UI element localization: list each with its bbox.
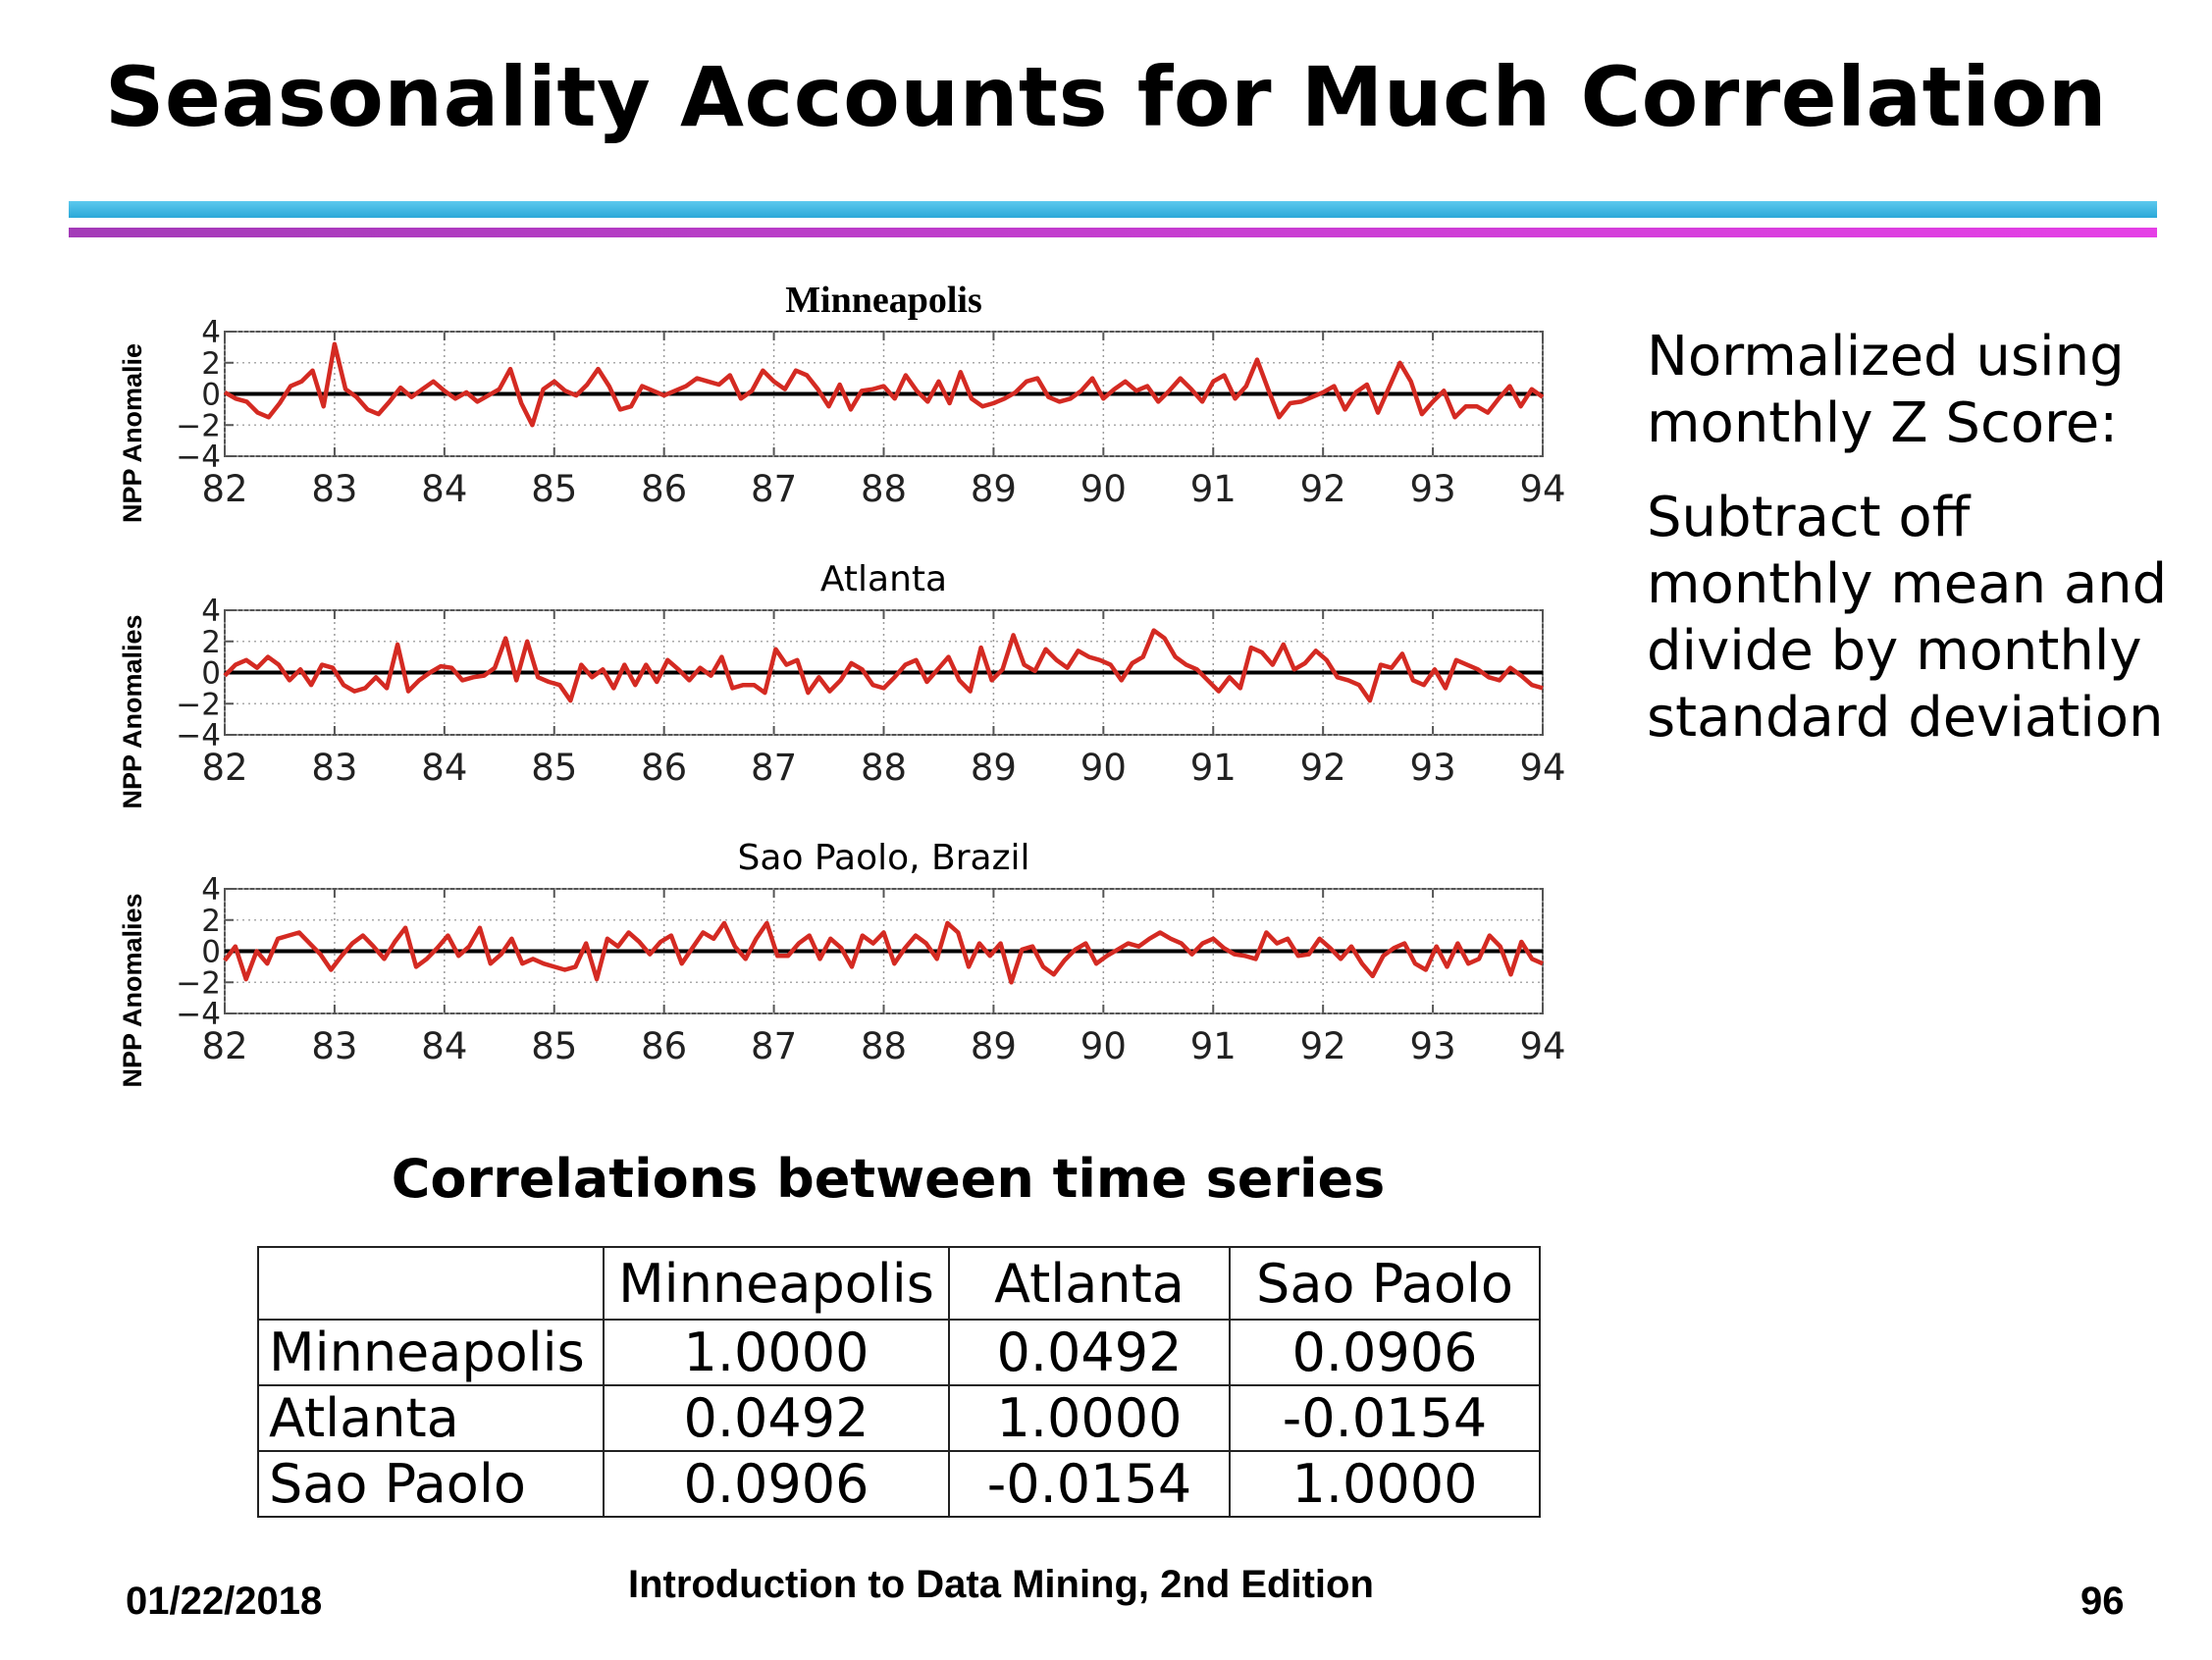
table-cell: 0.0492 bbox=[948, 1319, 1231, 1386]
x-tick-label: 83 bbox=[311, 468, 357, 510]
y-tick-label: 4 bbox=[201, 594, 221, 629]
table-row: Atlanta 0.0492 1.0000 -0.0154 bbox=[257, 1384, 1541, 1452]
x-tick-label: 90 bbox=[1080, 1025, 1127, 1067]
x-tick-label: 84 bbox=[421, 1025, 467, 1067]
x-tick-label: 92 bbox=[1300, 747, 1346, 789]
x-tick-label: 88 bbox=[861, 747, 907, 789]
x-tick-label: 94 bbox=[1519, 1025, 1565, 1067]
y-tick-label: 0 bbox=[201, 378, 221, 413]
x-tick-label: 85 bbox=[531, 1025, 577, 1067]
x-tick-label: 91 bbox=[1190, 747, 1237, 789]
x-tick-label: 91 bbox=[1190, 1025, 1237, 1067]
x-tick-label: 92 bbox=[1300, 468, 1346, 510]
correlation-table-title: Correlations between time series bbox=[391, 1148, 1386, 1210]
normalization-note-line-2: Subtract off monthly mean and divide by … bbox=[1647, 486, 2168, 750]
x-tick-label: 86 bbox=[641, 468, 687, 510]
x-tick-label: 94 bbox=[1519, 468, 1565, 510]
x-tick-label: 85 bbox=[531, 468, 577, 510]
x-tick-label: 88 bbox=[861, 1025, 907, 1067]
x-tick-label: 89 bbox=[971, 468, 1017, 510]
x-tick-label: 83 bbox=[311, 1025, 357, 1067]
y-tick-label: 0 bbox=[201, 656, 221, 692]
table-cell: -0.0154 bbox=[948, 1450, 1231, 1518]
table-cell: 1.0000 bbox=[603, 1319, 950, 1386]
series-line-minneapolis bbox=[223, 341, 1545, 428]
chart-title-minneapolis: Minneapolis bbox=[785, 280, 982, 321]
y-tick-label: 4 bbox=[201, 315, 221, 350]
table-cell: -0.0154 bbox=[1229, 1384, 1541, 1452]
x-tick-label: 93 bbox=[1410, 1025, 1456, 1067]
x-tick-label: 84 bbox=[421, 747, 467, 789]
x-tick-label: 86 bbox=[641, 1025, 687, 1067]
x-tick-label: 82 bbox=[201, 468, 247, 510]
y-tick-label: −4 bbox=[176, 997, 221, 1032]
page-number: 96 bbox=[2080, 1580, 2125, 1623]
column-header-sao-paolo: Sao Paolo bbox=[1229, 1246, 1541, 1321]
y-tick-label: −4 bbox=[176, 718, 221, 753]
y-axis-label-atlanta: NPP Anomalies bbox=[118, 614, 147, 808]
chart-title-atlanta: Atlanta bbox=[820, 559, 947, 599]
title-rule-magenta bbox=[69, 228, 2157, 237]
y-tick-label: −2 bbox=[176, 687, 221, 722]
table-cell: 0.0492 bbox=[603, 1384, 950, 1452]
x-tick-label: 87 bbox=[751, 747, 797, 789]
x-tick-label: 84 bbox=[421, 468, 467, 510]
y-tick-label: −4 bbox=[176, 440, 221, 475]
x-tick-label: 89 bbox=[971, 1025, 1017, 1067]
y-axis-label-sao-paolo-brazil: NPP Anomalies bbox=[118, 893, 147, 1087]
x-tick-label: 88 bbox=[861, 468, 907, 510]
x-tick-label: 92 bbox=[1300, 1025, 1346, 1067]
y-tick-label: −2 bbox=[176, 965, 221, 1001]
x-tick-label: 87 bbox=[751, 468, 797, 510]
table-corner-cell bbox=[257, 1246, 605, 1321]
y-tick-label: 2 bbox=[201, 346, 221, 382]
normalization-note-line-1: Normalized using monthly Z Score: bbox=[1647, 325, 2125, 455]
footer-date: 01/22/2018 bbox=[126, 1580, 323, 1623]
x-tick-label: 90 bbox=[1080, 468, 1127, 510]
row-header-sao-paolo: Sao Paolo bbox=[257, 1450, 605, 1518]
x-tick-label: 87 bbox=[751, 1025, 797, 1067]
correlation-table: Minneapolis Atlanta Sao Paolo Minneapoli… bbox=[257, 1246, 1541, 1518]
x-tick-label: 82 bbox=[201, 1025, 247, 1067]
table-header-row: Minneapolis Atlanta Sao Paolo bbox=[257, 1246, 1541, 1321]
series-line-sao-paolo-brazil bbox=[223, 920, 1544, 985]
x-tick-label: 94 bbox=[1519, 747, 1565, 789]
chart-title-sao-paolo-brazil: Sao Paolo, Brazil bbox=[738, 838, 1030, 878]
title-rule-blue bbox=[69, 201, 2157, 218]
table-cell: 0.0906 bbox=[603, 1450, 950, 1518]
y-tick-label: 4 bbox=[201, 872, 221, 908]
row-header-atlanta: Atlanta bbox=[257, 1384, 605, 1452]
slide-title: Seasonality Accounts for Much Correlatio… bbox=[104, 49, 2108, 145]
table-row: Minneapolis 1.0000 0.0492 0.0906 bbox=[257, 1319, 1541, 1386]
x-tick-label: 93 bbox=[1410, 747, 1456, 789]
column-header-minneapolis: Minneapolis bbox=[603, 1246, 950, 1321]
x-tick-label: 91 bbox=[1190, 468, 1237, 510]
series-line-atlanta bbox=[223, 628, 1544, 703]
table-cell: 1.0000 bbox=[948, 1384, 1231, 1452]
column-header-atlanta: Atlanta bbox=[948, 1246, 1231, 1321]
x-tick-label: 82 bbox=[201, 747, 247, 789]
y-tick-label: 2 bbox=[201, 625, 221, 660]
table-cell: 0.0906 bbox=[1229, 1319, 1541, 1386]
y-tick-label: 0 bbox=[201, 935, 221, 970]
x-tick-label: 93 bbox=[1410, 468, 1456, 510]
x-tick-label: 85 bbox=[531, 747, 577, 789]
table-cell: 1.0000 bbox=[1229, 1450, 1541, 1518]
y-tick-label: −2 bbox=[176, 408, 221, 443]
y-tick-label: 2 bbox=[201, 904, 221, 939]
footer-book-title: Introduction to Data Mining, 2nd Edition bbox=[628, 1563, 1374, 1606]
row-header-minneapolis: Minneapolis bbox=[257, 1319, 605, 1386]
x-tick-label: 86 bbox=[641, 747, 687, 789]
table-row: Sao Paolo 0.0906 -0.0154 1.0000 bbox=[257, 1450, 1541, 1518]
x-tick-label: 83 bbox=[311, 747, 357, 789]
x-tick-label: 90 bbox=[1080, 747, 1127, 789]
y-axis-label-minneapolis: NPP Anomalie bbox=[118, 343, 147, 523]
x-tick-label: 89 bbox=[971, 747, 1017, 789]
normalization-note: Normalized using monthly Z Score: Subtra… bbox=[1647, 324, 2196, 779]
